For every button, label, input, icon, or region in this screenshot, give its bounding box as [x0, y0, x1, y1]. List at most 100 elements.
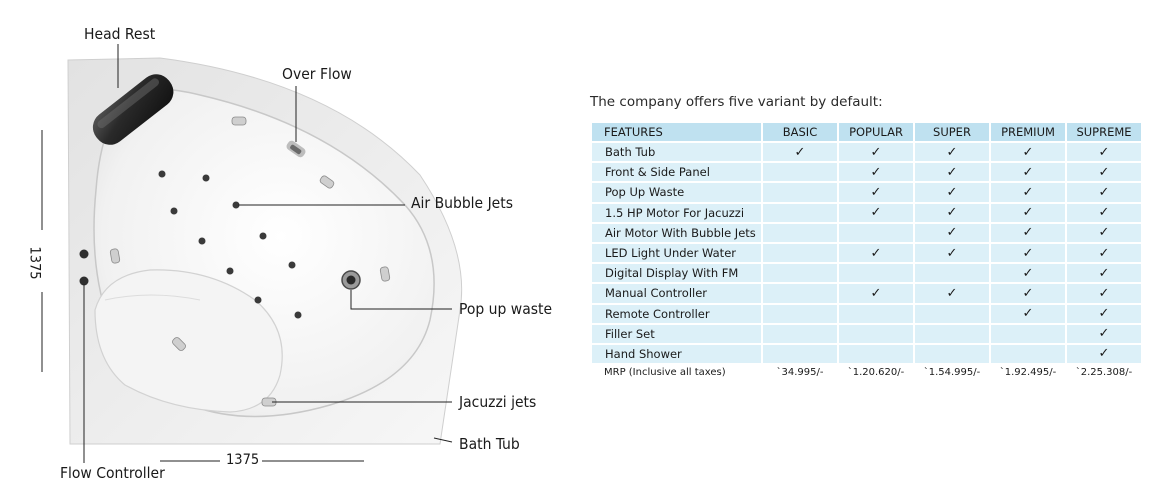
- air-bubble-jet: [294, 311, 302, 319]
- dimension-height: 1375: [26, 246, 43, 280]
- air-bubble-jet: [226, 267, 234, 275]
- feature-name: 1.5 HP Motor For Jacuzzi: [592, 203, 761, 222]
- table-body: Bath Tub ✓ ✓ ✓ ✓ ✓ Front & Side Panel ✓ ✓ ✓ ✓ Pop U…: [592, 143, 1141, 380]
- bathtub-drawing: [41, 44, 463, 463]
- check-mark-icon: ✓: [915, 183, 989, 202]
- label-bath-tub: Bath Tub: [459, 435, 520, 453]
- label-air-bubble-jets: Air Bubble Jets: [411, 194, 513, 212]
- check-mark-icon: ✓: [1067, 264, 1141, 283]
- air-bubble-jet: [202, 174, 210, 182]
- table-row: Manual Controller ✓ ✓ ✓ ✓: [592, 284, 1141, 303]
- air-bubble-jet: [288, 261, 296, 269]
- variant-comparison-table: FEATURES BASIC POPULAR SUPER PREMIUM SUP…: [590, 121, 1143, 381]
- empty-cell: [915, 264, 989, 283]
- header-premium: PREMIUM: [991, 123, 1065, 141]
- feature-name: Hand Shower: [592, 344, 761, 364]
- empty-cell: [991, 344, 1065, 364]
- check-mark-icon: ✓: [915, 143, 989, 162]
- mrp-price: `34.995/-: [763, 365, 837, 380]
- check-mark-icon: ✓: [991, 264, 1065, 283]
- empty-cell: [839, 304, 913, 323]
- empty-cell: [763, 344, 837, 364]
- air-bubble-jet: [259, 232, 267, 240]
- table-row: 1.5 HP Motor For Jacuzzi ✓ ✓ ✓ ✓: [592, 203, 1141, 222]
- check-mark-icon: ✓: [915, 203, 989, 222]
- table-row: Pop Up Waste ✓ ✓ ✓ ✓: [592, 183, 1141, 202]
- label-flow-controller: Flow Controller: [60, 464, 165, 482]
- check-mark-icon: ✓: [839, 243, 913, 263]
- mrp-price: `1.92.495/-: [991, 365, 1065, 380]
- tub-seat: [94, 269, 283, 413]
- check-mark-icon: ✓: [839, 163, 913, 182]
- mrp-price: `1.54.995/-: [915, 365, 989, 380]
- feature-name: Filler Set: [592, 324, 761, 343]
- feature-name: Bath Tub: [592, 143, 761, 162]
- check-mark-icon: ✓: [1067, 304, 1141, 323]
- table-row: Filler Set ✓: [592, 324, 1141, 343]
- table-row: Remote Controller ✓ ✓: [592, 304, 1141, 323]
- check-mark-icon: ✓: [1067, 344, 1141, 364]
- empty-cell: [763, 284, 837, 303]
- label-jacuzzi-jets: Jacuzzi jets: [459, 393, 537, 411]
- check-mark-icon: ✓: [839, 183, 913, 202]
- header-basic: BASIC: [763, 123, 837, 141]
- jacuzzi-jet: [319, 175, 335, 189]
- check-mark-icon: ✓: [915, 284, 989, 303]
- head-rest: [92, 74, 174, 145]
- feature-name: LED Light Under Water: [592, 243, 761, 263]
- empty-cell: [839, 344, 913, 364]
- empty-cell: [915, 304, 989, 323]
- empty-cell: [763, 264, 837, 283]
- header-super: SUPER: [915, 123, 989, 141]
- jacuzzi-jet: [109, 248, 121, 264]
- check-mark-icon: ✓: [915, 223, 989, 242]
- header-supreme: SUPREME: [1067, 123, 1141, 141]
- check-mark-icon: ✓: [839, 284, 913, 303]
- check-mark-icon: ✓: [1067, 243, 1141, 263]
- check-mark-icon: ✓: [1067, 203, 1141, 222]
- feature-name: Air Motor With Bubble Jets: [592, 223, 761, 242]
- check-mark-icon: ✓: [1067, 223, 1141, 242]
- check-mark-icon: ✓: [991, 143, 1065, 162]
- table-header-row: FEATURES BASIC POPULAR SUPER PREMIUM SUP…: [592, 123, 1141, 141]
- check-mark-icon: ✓: [763, 143, 837, 162]
- check-mark-icon: ✓: [1067, 163, 1141, 182]
- check-mark-icon: ✓: [991, 183, 1065, 202]
- check-mark-icon: ✓: [1067, 324, 1141, 343]
- jacuzzi-jet: [172, 337, 186, 351]
- table-row: LED Light Under Water ✓ ✓ ✓ ✓: [592, 243, 1141, 263]
- check-mark-icon: ✓: [991, 284, 1065, 303]
- empty-cell: [839, 324, 913, 343]
- table-row: Bath Tub ✓ ✓ ✓ ✓ ✓: [592, 143, 1141, 162]
- empty-cell: [763, 324, 837, 343]
- air-bubble-jet: [254, 296, 262, 304]
- feature-name: Remote Controller: [592, 304, 761, 323]
- empty-cell: [763, 203, 837, 222]
- check-mark-icon: ✓: [991, 163, 1065, 182]
- check-mark-icon: ✓: [839, 143, 913, 162]
- table-row: Front & Side Panel ✓ ✓ ✓ ✓: [592, 163, 1141, 182]
- jacuzzi-jet: [231, 116, 247, 126]
- feature-name: Front & Side Panel: [592, 163, 761, 182]
- empty-cell: [763, 223, 837, 242]
- label-pop-up-waste: Pop up waste: [459, 300, 553, 318]
- empty-cell: [991, 324, 1065, 343]
- air-bubble-jet: [198, 237, 206, 245]
- mrp-row: MRP (Inclusive all taxes) `34.995/- `1.20.…: [592, 365, 1141, 380]
- air-bubble-jet: [170, 207, 178, 215]
- label-over-flow: Over Flow: [282, 65, 352, 83]
- air-bubble-jet: [158, 170, 166, 178]
- header-features: FEATURES: [592, 123, 761, 141]
- empty-cell: [839, 264, 913, 283]
- bathtub-diagram: Head Rest Over Flow Air Bubble Jets Pop …: [0, 0, 560, 494]
- feature-name: Pop Up Waste: [592, 183, 761, 202]
- empty-cell: [839, 223, 913, 242]
- empty-cell: [763, 163, 837, 182]
- empty-cell: [915, 324, 989, 343]
- check-mark-icon: ✓: [915, 243, 989, 263]
- check-mark-icon: ✓: [991, 243, 1065, 263]
- empty-cell: [763, 183, 837, 202]
- table-row: Hand Shower ✓: [592, 344, 1141, 364]
- check-mark-icon: ✓: [1067, 143, 1141, 162]
- mrp-price: `1.20.620/-: [839, 365, 913, 380]
